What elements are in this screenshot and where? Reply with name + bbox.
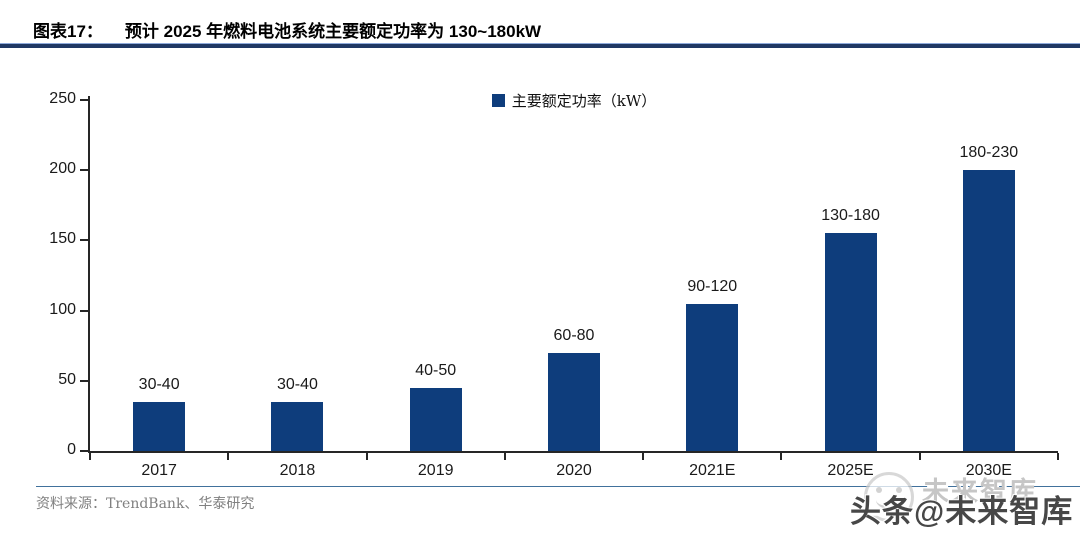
smiley-mouth bbox=[876, 491, 902, 509]
bar-value-label: 90-120 bbox=[687, 277, 738, 295]
bar-value-label: 180-230 bbox=[959, 144, 1019, 162]
bar bbox=[271, 401, 324, 451]
x-category-label: 2020 bbox=[556, 462, 592, 479]
bar bbox=[962, 170, 1015, 451]
bar bbox=[548, 352, 600, 451]
watermark-main-text: 头条@未来智库 bbox=[850, 494, 1074, 529]
smiley-eye-right bbox=[896, 487, 902, 493]
figure-header: 图表17： 预计 2025 年燃料电池系统主要额定功率为 130~180kW bbox=[33, 17, 541, 42]
title-divider bbox=[0, 43, 1080, 48]
figure-label: 图表17： bbox=[33, 22, 103, 41]
y-tick bbox=[80, 239, 88, 242]
x-category-label: 2021E bbox=[689, 462, 736, 479]
y-tick bbox=[80, 99, 88, 101]
x-tick bbox=[918, 453, 921, 460]
bar-value-label: 60-80 bbox=[553, 326, 595, 344]
x-category-label: 2025E bbox=[827, 462, 874, 479]
y-tick bbox=[80, 379, 88, 382]
x-tick bbox=[89, 453, 91, 460]
x-axis bbox=[88, 451, 1058, 453]
footer-divider bbox=[36, 486, 1080, 487]
y-tick-label: 100 bbox=[49, 300, 76, 318]
x-tick bbox=[503, 453, 506, 460]
y-tick-label: 0 bbox=[67, 441, 76, 458]
bar-value-label: 130-180 bbox=[821, 207, 880, 225]
bar bbox=[409, 387, 462, 451]
figure-title: 预计 2025 年燃料电池系统主要额定功率为 130~180kW bbox=[124, 22, 542, 41]
legend-swatch-icon bbox=[491, 94, 505, 107]
smiley-eye-left bbox=[876, 487, 882, 493]
x-category-label: 2018 bbox=[279, 462, 316, 479]
source-text: 资料来源：TrendBank、华泰研究 bbox=[36, 496, 255, 512]
bar bbox=[133, 401, 186, 451]
x-category-label: 2019 bbox=[417, 462, 454, 479]
y-tick-label: 150 bbox=[49, 230, 76, 248]
x-category-label: 2030E bbox=[965, 462, 1012, 479]
y-tick bbox=[80, 450, 88, 452]
bar bbox=[824, 233, 877, 451]
bar-value-label: 30-40 bbox=[138, 375, 180, 393]
x-tick bbox=[642, 453, 645, 460]
legend-label: 主要额定功率（kW） bbox=[511, 92, 657, 110]
y-axis bbox=[88, 96, 90, 453]
bar bbox=[686, 303, 739, 451]
y-tick bbox=[80, 309, 88, 312]
x-tick bbox=[365, 453, 368, 460]
y-tick-label: 50 bbox=[58, 370, 76, 388]
y-tick-label: 250 bbox=[49, 90, 76, 107]
y-tick-label: 200 bbox=[49, 160, 76, 178]
bar-value-label: 30-40 bbox=[276, 375, 318, 393]
chart-legend: 主要额定功率（kW） bbox=[90, 90, 1058, 111]
y-tick bbox=[80, 169, 88, 172]
x-tick bbox=[227, 453, 230, 460]
x-category-label: 2017 bbox=[141, 462, 177, 479]
x-tick bbox=[1057, 453, 1059, 460]
x-tick bbox=[780, 453, 783, 460]
bar-value-label: 40-50 bbox=[415, 361, 457, 379]
